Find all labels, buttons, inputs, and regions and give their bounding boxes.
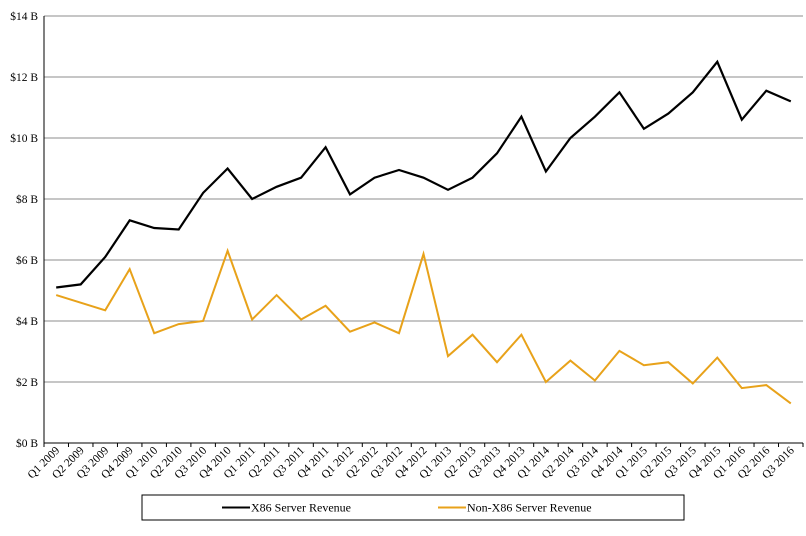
- y-tick-label: $10 B: [10, 132, 38, 145]
- series-line: [56, 59, 792, 289]
- y-tick-label: $2 B: [16, 376, 38, 389]
- series-line: [55, 247, 792, 405]
- y-axis: $0 B $2 B $4 B $6 B $8 B $10 B $12 B $14 B: [10, 10, 45, 450]
- y-tick-label: $14 B: [10, 10, 38, 23]
- y-tick-label: $12 B: [10, 71, 38, 84]
- y-tick-label: $0 B: [16, 437, 38, 450]
- legend-label: X86 Server Revenue: [251, 501, 351, 515]
- legend-label: Non-X86 Server Revenue: [467, 501, 592, 515]
- y-tick-label: $8 B: [16, 193, 38, 206]
- y-tick-label: $4 B: [16, 315, 38, 328]
- y-tick-label: $6 B: [16, 254, 38, 267]
- legend: X86 Server Revenue Non-X86 Server Revenue: [141, 494, 685, 521]
- plot-area: [55, 59, 792, 405]
- gridlines: [44, 15, 803, 383]
